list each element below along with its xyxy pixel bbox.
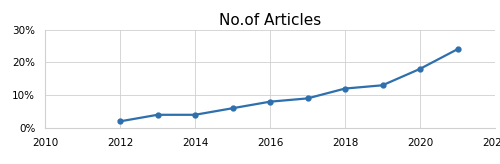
Title: No.of Articles: No.of Articles <box>219 13 321 28</box>
